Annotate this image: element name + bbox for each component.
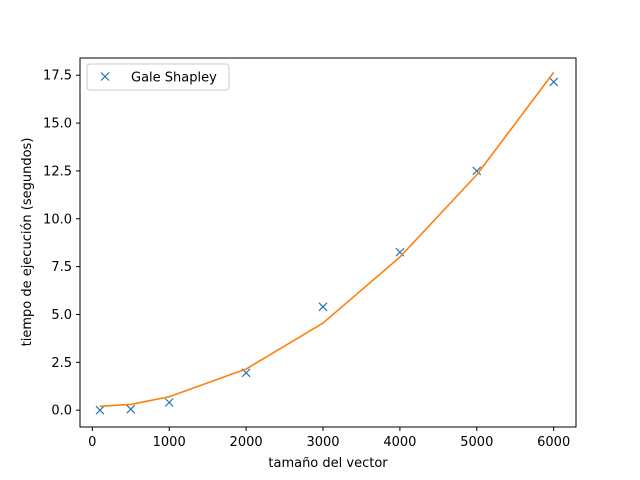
- data-point-gale-shapley: [549, 77, 559, 87]
- data-point-gale-shapley: [472, 166, 482, 176]
- x-tick-label: 6000: [537, 435, 570, 450]
- y-tick-label: 15.0: [43, 117, 72, 132]
- x-tick-label: 2000: [230, 435, 263, 450]
- x-axis: 0 1000 2000 3000 4000 5000 6000: [88, 427, 570, 450]
- legend-marker-x-icon: [100, 72, 110, 81]
- legend-label-gale-shapley: Gale Shapley: [131, 71, 217, 86]
- x-tick-label: 1000: [153, 435, 186, 450]
- y-axis: 0.0 2.5 5.0 7.5 10.0 12.5 15.0 17.5: [43, 69, 80, 419]
- y-tick-label: 17.5: [43, 69, 72, 84]
- data-point-gale-shapley: [318, 302, 328, 312]
- data-point-gale-shapley: [126, 404, 136, 414]
- y-tick-label: 2.5: [51, 356, 72, 371]
- x-tick-label: 4000: [383, 435, 416, 450]
- x-tick-label: 5000: [460, 435, 493, 450]
- x-tick-label: 3000: [306, 435, 339, 450]
- x-axis-label: tamaño del vector: [268, 456, 388, 471]
- y-tick-label: 0.0: [51, 404, 72, 419]
- data-point-gale-shapley: [95, 405, 105, 415]
- y-tick-label: 7.5: [51, 260, 72, 275]
- y-axis-label: tiempo de ejecución (segundos): [20, 138, 35, 347]
- y-tick-label: 12.5: [43, 164, 72, 179]
- series-layer: [95, 71, 559, 415]
- legend: Gale Shapley: [86, 63, 230, 91]
- y-tick-label: 5.0: [51, 308, 72, 323]
- series-line-fit: [99, 71, 555, 408]
- data-point-gale-shapley: [164, 398, 174, 407]
- legend-box: [86, 63, 230, 91]
- axes-frame: [79, 57, 577, 428]
- x-tick-label: 0: [88, 435, 96, 450]
- y-tick-label: 10.0: [43, 212, 72, 227]
